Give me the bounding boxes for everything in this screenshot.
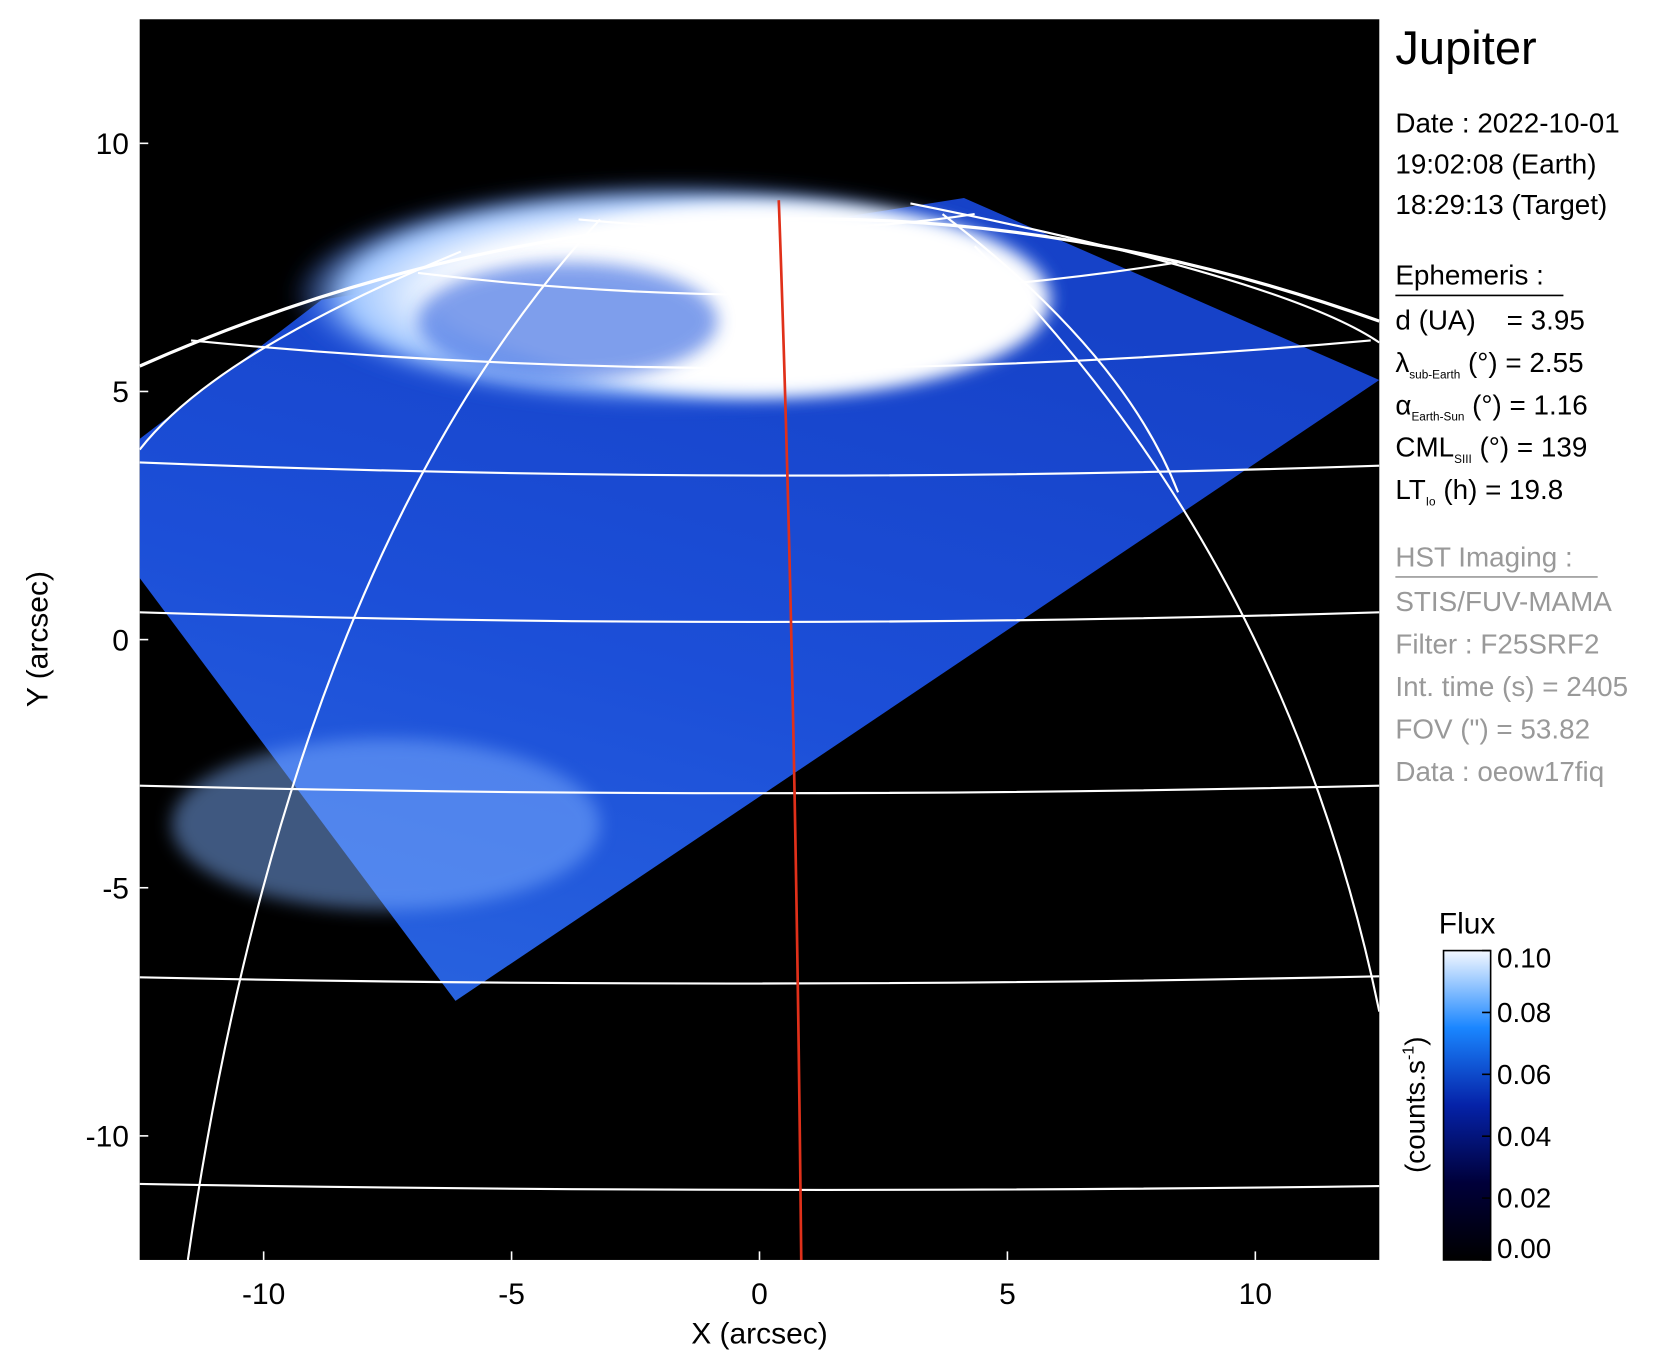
- ephemeris-sub: Io: [1426, 495, 1436, 508]
- ephemeris-value: (°) = 2.55: [1460, 347, 1583, 378]
- latitude: [139, 975, 1380, 985]
- ephemeris-symbol: CML: [1395, 432, 1454, 463]
- hst-line: STIS/FUV-MAMA: [1395, 586, 1612, 617]
- x-axis-label: X (arcsec): [691, 1317, 828, 1350]
- hst-line: Int. time (s) = 2405: [1395, 671, 1628, 702]
- x-tick-label: -5: [498, 1278, 525, 1311]
- latitude: [139, 784, 1380, 795]
- limb: [139, 217, 1380, 368]
- ephemeris-line: LTIo (h) = 19.8: [1395, 474, 1563, 508]
- y-tick-label: 5: [112, 376, 129, 409]
- latitude: [139, 1182, 1380, 1191]
- date-line: Date : 2022-10-01: [1395, 108, 1619, 139]
- hst-line: Filter : F25SRF2: [1395, 629, 1599, 660]
- y-tick-label: 0: [112, 624, 129, 657]
- ephemeris-value: (°) = 1.16: [1464, 389, 1587, 420]
- hst-line: Data : oeow17fiq: [1395, 756, 1604, 787]
- aurora-dark: [418, 262, 718, 381]
- hst-line: FOV (") = 53.82: [1395, 714, 1590, 745]
- colorbar: [1442, 949, 1492, 1261]
- colorbar-title: Flux: [1439, 907, 1496, 940]
- info-title: Jupiter: [1395, 21, 1536, 74]
- longitude: [941, 213, 1180, 493]
- colorbar-label-text: (counts.s: [1399, 1060, 1430, 1173]
- colorbar-label-end: ): [1399, 1036, 1430, 1045]
- y-axis-label: Y (arcsec): [22, 571, 55, 707]
- ephemeris-sub: Earth-Sun: [1411, 411, 1464, 424]
- x-tick-label: -10: [242, 1278, 285, 1311]
- latitude: [578, 213, 975, 231]
- bright-patch: [171, 738, 600, 910]
- y-tick-label: -10: [86, 1121, 129, 1154]
- y-tick-label: 10: [96, 128, 129, 161]
- ephemeris-line: λsub-Earth (°) = 2.55: [1395, 347, 1583, 381]
- date-line: 19:02:08 (Earth): [1395, 148, 1596, 179]
- x-tick-label: 10: [1239, 1278, 1272, 1311]
- date-line: 18:29:13 (Target): [1395, 189, 1607, 220]
- longitude: [973, 245, 1380, 1012]
- ephemeris-symbol: LT: [1395, 474, 1425, 505]
- colorbar-label-sup: -1: [1400, 1046, 1418, 1060]
- colorbar-tick-label: 0.08: [1497, 997, 1551, 1028]
- image: [139, 181, 1380, 1260]
- ephemeris-symbol: d (UA) = 3.95: [1395, 305, 1584, 336]
- latitude: [417, 261, 1179, 296]
- longitude: [139, 250, 462, 451]
- ephemeris-sub: sub-Earth: [1409, 368, 1460, 381]
- colorbar-label: (counts.s-1): [1399, 1036, 1430, 1172]
- ephemeris-value: (h) = 19.8: [1436, 474, 1564, 505]
- colorbar-tick-label: 0.00: [1497, 1233, 1551, 1264]
- ephemeris-value: (°) = 139: [1472, 432, 1588, 463]
- longitude: [910, 202, 1380, 344]
- grid-overlay: [139, 202, 1380, 1260]
- colorbar-tick-label: 0.10: [1497, 943, 1551, 974]
- ephemeris-line: αEarth-Sun (°) = 1.16: [1395, 389, 1587, 423]
- colorbar-tick-label: 0.02: [1497, 1183, 1551, 1214]
- ephemeris-header: Ephemeris :: [1395, 260, 1543, 291]
- central-meridian: [777, 200, 803, 1260]
- ephemeris-sub: SIII: [1454, 453, 1472, 466]
- colorbar-tick-label: 0.06: [1497, 1059, 1551, 1090]
- latitude: [139, 611, 1380, 624]
- ephemeris-symbol: α: [1395, 389, 1411, 420]
- latitude: [190, 339, 1371, 370]
- x-tick-label: 0: [751, 1278, 768, 1311]
- ephemeris-line: d (UA) = 3.95: [1395, 305, 1584, 336]
- x-tick-label: 5: [999, 1278, 1016, 1311]
- y-tick-label: -5: [102, 872, 129, 905]
- hst-header: HST Imaging :: [1395, 541, 1572, 572]
- ephemeris-symbol: λ: [1395, 347, 1409, 378]
- ephemeris-line: CMLSIII (°) = 139: [1395, 432, 1587, 466]
- longitude: [186, 218, 601, 1260]
- colorbar-tick-label: 0.04: [1497, 1121, 1551, 1152]
- latitude: [139, 461, 1380, 477]
